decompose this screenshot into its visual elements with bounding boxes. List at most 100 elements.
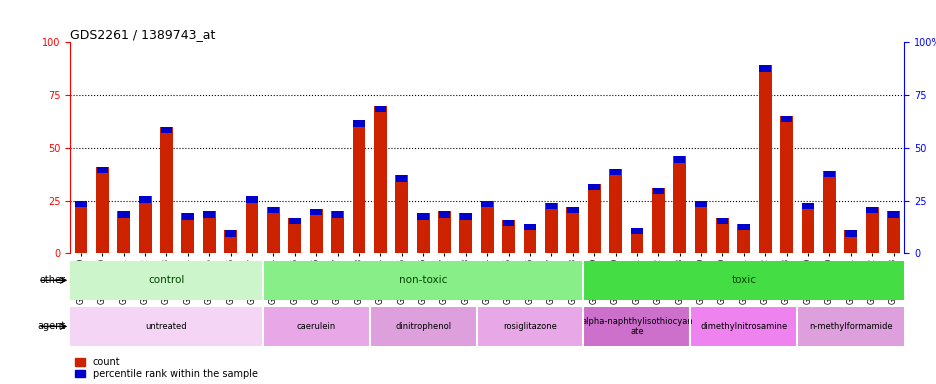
Bar: [353, 121, 364, 127]
FancyBboxPatch shape: [70, 261, 262, 300]
Bar: [96, 167, 108, 173]
Text: alpha-naphthylisothiocyan
ate: alpha-naphthylisothiocyan ate: [580, 317, 692, 336]
Bar: [310, 209, 322, 253]
Bar: [886, 211, 899, 253]
Bar: [202, 211, 215, 253]
Bar: [566, 207, 578, 214]
Bar: [502, 220, 515, 253]
Text: non-toxic: non-toxic: [399, 275, 446, 285]
Bar: [203, 211, 214, 217]
Bar: [182, 214, 194, 253]
Bar: [844, 230, 856, 237]
Bar: [823, 171, 834, 177]
FancyBboxPatch shape: [690, 307, 797, 346]
Bar: [480, 200, 493, 253]
Bar: [417, 214, 429, 220]
Bar: [438, 211, 450, 253]
Bar: [245, 197, 258, 253]
FancyBboxPatch shape: [262, 307, 369, 346]
Bar: [352, 121, 365, 253]
Bar: [267, 207, 280, 253]
Bar: [225, 230, 236, 237]
Bar: [651, 188, 664, 194]
Bar: [95, 167, 109, 253]
Bar: [161, 127, 172, 133]
Bar: [139, 197, 151, 203]
Bar: [139, 197, 152, 253]
Bar: [866, 207, 877, 214]
Bar: [800, 203, 813, 253]
Bar: [288, 217, 300, 224]
Bar: [246, 197, 257, 203]
Bar: [758, 65, 771, 253]
Bar: [75, 200, 87, 207]
FancyBboxPatch shape: [476, 307, 583, 346]
Bar: [608, 169, 622, 253]
Bar: [886, 211, 899, 217]
Bar: [160, 127, 173, 253]
Bar: [565, 207, 578, 253]
Bar: [310, 209, 322, 215]
Text: other: other: [39, 275, 66, 285]
Bar: [631, 228, 642, 234]
Bar: [715, 217, 728, 253]
Text: dinitrophenol: dinitrophenol: [395, 322, 450, 331]
Bar: [118, 211, 129, 217]
Bar: [822, 171, 835, 253]
Text: agent: agent: [37, 321, 66, 331]
Bar: [545, 203, 557, 253]
Bar: [695, 200, 706, 207]
Bar: [268, 207, 279, 214]
Bar: [417, 214, 429, 253]
Bar: [843, 230, 856, 253]
Bar: [374, 106, 386, 112]
Text: GDS2261 / 1389743_at: GDS2261 / 1389743_at: [70, 28, 215, 41]
Bar: [865, 207, 878, 253]
Bar: [737, 224, 750, 253]
Text: control: control: [148, 275, 184, 285]
FancyBboxPatch shape: [797, 307, 903, 346]
Text: dimethylnitrosamine: dimethylnitrosamine: [699, 322, 786, 331]
Bar: [609, 169, 621, 175]
Bar: [651, 188, 664, 253]
FancyBboxPatch shape: [262, 261, 583, 300]
FancyBboxPatch shape: [583, 261, 903, 300]
Bar: [738, 224, 749, 230]
Bar: [694, 200, 707, 253]
Bar: [523, 224, 535, 253]
Bar: [460, 214, 471, 220]
Bar: [438, 211, 450, 217]
Text: caerulein: caerulein: [296, 322, 335, 331]
Bar: [673, 156, 685, 163]
Bar: [523, 224, 535, 230]
Text: untreated: untreated: [145, 322, 187, 331]
Text: rosiglitazone: rosiglitazone: [503, 322, 556, 331]
Bar: [588, 184, 599, 190]
Bar: [459, 214, 472, 253]
Bar: [330, 211, 344, 253]
Bar: [716, 217, 727, 224]
Legend: count, percentile rank within the sample: count, percentile rank within the sample: [75, 357, 257, 379]
Bar: [780, 116, 792, 253]
Bar: [759, 65, 770, 72]
Bar: [182, 214, 194, 220]
Bar: [503, 220, 514, 226]
Bar: [396, 175, 407, 182]
Bar: [801, 203, 812, 209]
Bar: [545, 203, 557, 209]
Text: n-methylformamide: n-methylformamide: [808, 322, 892, 331]
Bar: [395, 175, 408, 253]
FancyBboxPatch shape: [70, 307, 262, 346]
FancyBboxPatch shape: [583, 307, 690, 346]
Bar: [224, 230, 237, 253]
Bar: [630, 228, 643, 253]
Bar: [288, 217, 300, 253]
Bar: [587, 184, 600, 253]
Bar: [331, 211, 343, 217]
Bar: [481, 200, 492, 207]
Bar: [75, 200, 87, 253]
Bar: [373, 106, 387, 253]
Bar: [780, 116, 792, 122]
Bar: [673, 156, 685, 253]
Text: toxic: toxic: [731, 275, 755, 285]
